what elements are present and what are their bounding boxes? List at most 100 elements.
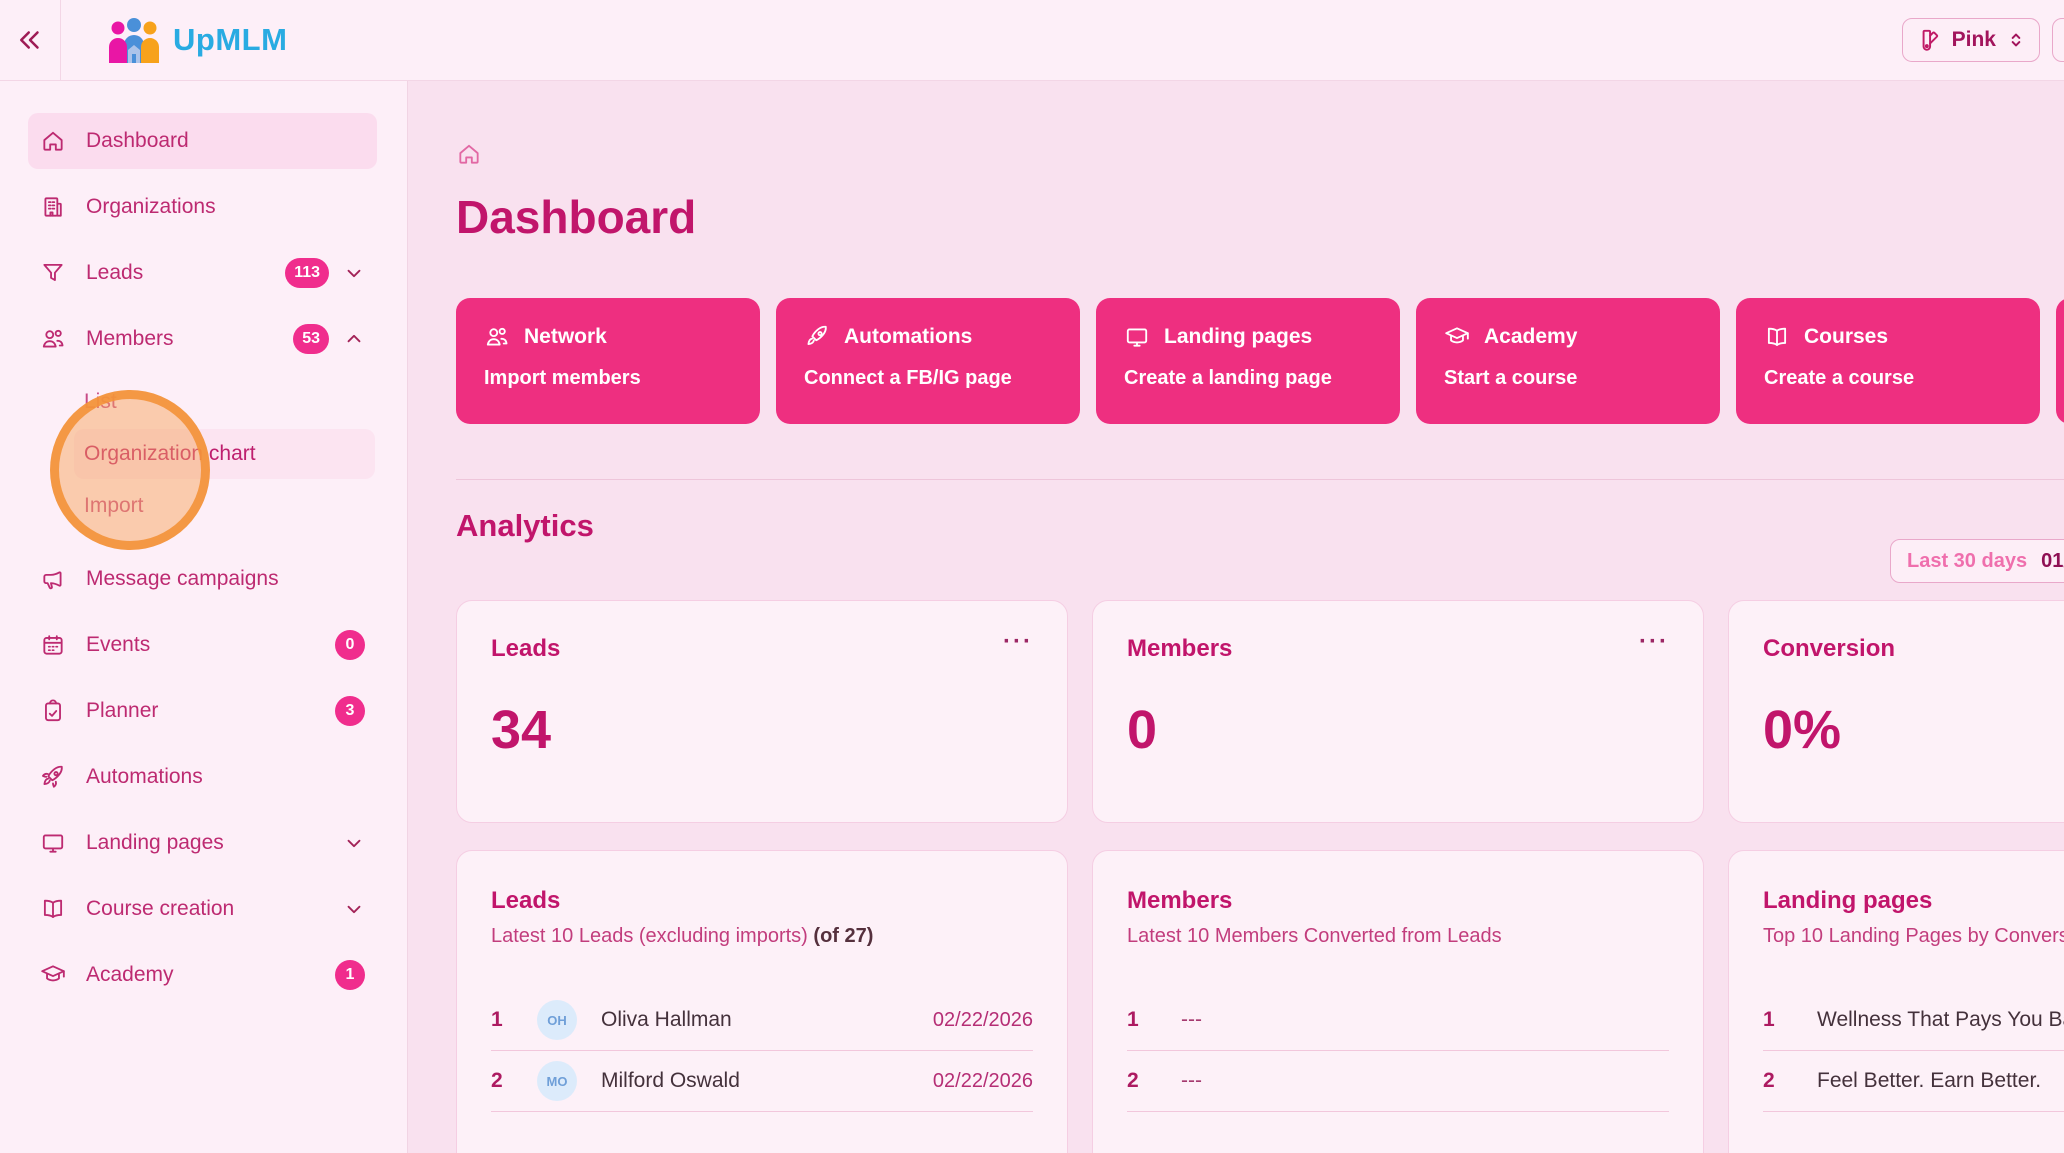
count-badge: 0 bbox=[335, 630, 365, 660]
submenu-item-label: Organization chart bbox=[84, 442, 256, 465]
topbar: UpMLM Pink bbox=[0, 0, 2064, 81]
calendar-icon bbox=[40, 632, 66, 658]
list-card-subtitle: Latest 10 Members Converted from Leads bbox=[1127, 925, 1502, 947]
stat-card-conversion: Conversion 0% bbox=[1728, 600, 2064, 823]
landing-page-name: Wellness That Pays You Back bbox=[1817, 1008, 2064, 1031]
sidebar-item-label: Planner bbox=[86, 699, 159, 722]
lead-row[interactable]: 1 OH Oliva Hallman 02/22/2026 bbox=[491, 990, 1033, 1051]
list-card-subtitle: Top 10 Landing Pages by Convers bbox=[1763, 925, 2064, 947]
clipboard-check-icon bbox=[40, 698, 66, 724]
quick-action-title: Landing pages bbox=[1164, 325, 1313, 348]
member-name: --- bbox=[1181, 1069, 1202, 1092]
quick-action-subtitle: Create a course bbox=[1764, 367, 1915, 389]
sidebar-item-organizations[interactable]: Organizations bbox=[0, 179, 407, 235]
row-number: 1 bbox=[1127, 1008, 1139, 1031]
double-chevron-left-icon bbox=[15, 25, 45, 55]
section-divider bbox=[456, 479, 2064, 480]
sidebar-item-landing-pages[interactable]: Landing pages bbox=[0, 815, 407, 871]
chevron-down-icon[interactable] bbox=[343, 832, 365, 854]
upmlm-people-logo-icon bbox=[107, 17, 161, 63]
sidebar-item-academy[interactable]: Academy 1 bbox=[0, 947, 407, 1003]
stat-card-value: 0 bbox=[1127, 700, 1158, 760]
sidebar-item-message-campaigns[interactable]: Message campaigns bbox=[0, 551, 407, 607]
stat-card-value: 34 bbox=[491, 700, 552, 760]
sidebar-item-course-creation[interactable]: Course creation bbox=[0, 881, 407, 937]
submenu-item-import[interactable]: Import bbox=[0, 481, 407, 531]
sidebar-item-label: Message campaigns bbox=[86, 567, 279, 590]
stat-card-title: Members bbox=[1127, 635, 1233, 662]
partial-button[interactable] bbox=[2052, 18, 2064, 62]
list-card-landing-pages: Landing pages Top 10 Landing Pages by Co… bbox=[1728, 850, 2064, 1153]
sidebar-item-label: Course creation bbox=[86, 897, 235, 920]
lead-date: 02/22/2026 bbox=[932, 1008, 1033, 1031]
sidebar-collapse-button[interactable] bbox=[0, 0, 60, 80]
lead-date: 02/22/2026 bbox=[932, 1069, 1033, 1092]
megaphone-icon bbox=[40, 566, 66, 592]
row-number: 2 bbox=[1763, 1069, 1775, 1092]
sidebar-item-dashboard[interactable]: Dashboard bbox=[28, 113, 377, 169]
sidebar-item-label: Events bbox=[86, 633, 151, 656]
analytics-heading: Analytics bbox=[456, 508, 594, 543]
list-card-leads: Leads Latest 10 Leads (excluding imports… bbox=[456, 850, 1068, 1153]
quick-action-academy[interactable]: Academy Start a course bbox=[1416, 298, 1720, 424]
list-cards-row: Leads Latest 10 Leads (excluding imports… bbox=[456, 850, 2064, 1153]
date-range-filter[interactable]: Last 30 days 01/2 bbox=[1890, 539, 2064, 583]
list-card-subtitle-count: (of 27) bbox=[813, 925, 874, 947]
stat-card-title: Conversion bbox=[1763, 635, 1896, 662]
sidebar-item-events[interactable]: Events 0 bbox=[0, 617, 407, 673]
funnel-icon bbox=[40, 260, 66, 286]
member-row[interactable]: 2 --- bbox=[1127, 1051, 1669, 1112]
rocket-icon bbox=[804, 324, 830, 350]
count-badge: 1 bbox=[335, 960, 365, 990]
list-card-title: Landing pages bbox=[1763, 887, 1933, 914]
lead-name: Oliva Hallman bbox=[601, 1008, 732, 1031]
quick-action-network[interactable]: Network Import members bbox=[456, 298, 760, 424]
ellipsis-menu-icon[interactable]: ··· bbox=[1639, 628, 1669, 655]
quick-action-partial[interactable] bbox=[2056, 298, 2064, 424]
ellipsis-menu-icon[interactable]: ··· bbox=[1003, 628, 1033, 655]
rocket-icon bbox=[40, 764, 66, 790]
landing-page-name: Feel Better. Earn Better. bbox=[1817, 1069, 2042, 1092]
main-content: Dashboard Network Import members Automat… bbox=[408, 81, 2064, 1153]
row-number: 1 bbox=[491, 1008, 503, 1031]
page-title: Dashboard bbox=[456, 191, 697, 243]
list-card-title: Members bbox=[1127, 887, 1233, 914]
submenu-item-list[interactable]: List bbox=[0, 377, 407, 427]
quick-action-subtitle: Create a landing page bbox=[1124, 367, 1332, 389]
theme-select[interactable]: Pink bbox=[1901, 18, 2040, 62]
quick-action-subtitle: Import members bbox=[484, 367, 641, 389]
quick-action-subtitle: Connect a FB/IG page bbox=[804, 367, 1012, 389]
home-icon bbox=[40, 128, 66, 154]
sidebar-item-members[interactable]: Members 53 bbox=[0, 311, 407, 367]
brand-logo[interactable]: UpMLM bbox=[107, 17, 287, 63]
quick-actions-row: Network Import members Automations Conne… bbox=[456, 298, 2064, 424]
sidebar-item-automations[interactable]: Automations bbox=[0, 749, 407, 805]
lead-row[interactable]: 2 MO Milford Oswald 02/22/2026 bbox=[491, 1051, 1033, 1112]
quick-action-title: Courses bbox=[1804, 325, 1889, 348]
member-row[interactable]: 1 --- bbox=[1127, 990, 1669, 1051]
sidebar-item-planner[interactable]: Planner 3 bbox=[0, 683, 407, 739]
graduation-cap-icon bbox=[40, 962, 66, 988]
submenu-item-organization-chart[interactable]: Organization chart bbox=[74, 429, 375, 479]
stat-card-title: Leads bbox=[491, 635, 561, 662]
sidebar-item-label: Organizations bbox=[86, 195, 216, 218]
quick-action-courses[interactable]: Courses Create a course bbox=[1736, 298, 2040, 424]
landing-page-row[interactable]: 2 Feel Better. Earn Better. bbox=[1763, 1051, 2064, 1112]
people-icon bbox=[484, 324, 510, 350]
quick-action-landing-pages[interactable]: Landing pages Create a landing page bbox=[1096, 298, 1400, 424]
quick-action-title: Academy bbox=[1484, 325, 1578, 348]
open-book-icon bbox=[40, 896, 66, 922]
quick-action-automations[interactable]: Automations Connect a FB/IG page bbox=[776, 298, 1080, 424]
quick-action-subtitle: Start a course bbox=[1444, 367, 1578, 389]
list-card-title: Leads bbox=[491, 887, 561, 914]
landing-page-row[interactable]: 1 Wellness That Pays You Back bbox=[1763, 990, 2064, 1051]
count-badge: 113 bbox=[285, 258, 329, 288]
chevron-down-icon[interactable] bbox=[343, 262, 365, 284]
member-name: --- bbox=[1181, 1008, 1202, 1031]
sidebar-item-leads[interactable]: Leads 113 bbox=[0, 245, 407, 301]
sidebar-item-label: Automations bbox=[86, 765, 203, 788]
row-number: 2 bbox=[491, 1069, 503, 1092]
chevron-up-icon[interactable] bbox=[343, 328, 365, 350]
breadcrumb-home-icon[interactable] bbox=[456, 141, 482, 167]
chevron-down-icon[interactable] bbox=[343, 898, 365, 920]
